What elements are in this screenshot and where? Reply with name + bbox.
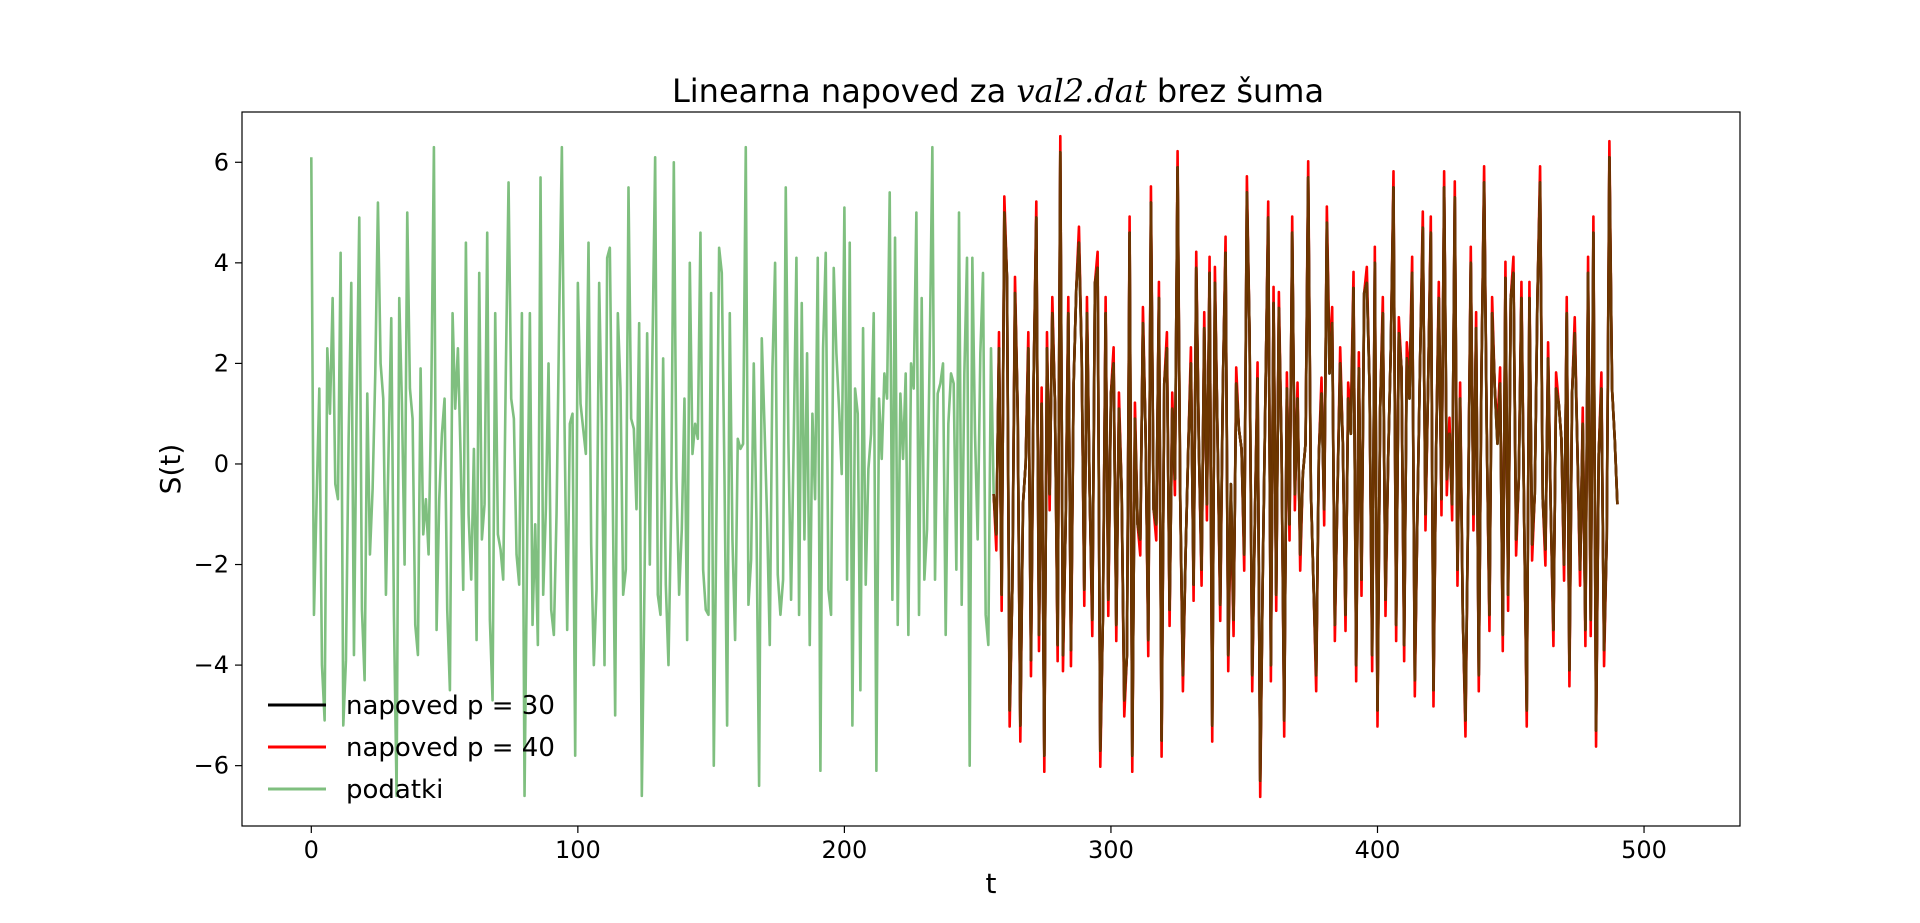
x-tick-label: 100 — [555, 836, 601, 864]
x-tick-label: 0 — [304, 836, 319, 864]
y-tick-label: 0 — [214, 450, 229, 478]
legend-label: napoved p = 30 — [346, 691, 555, 721]
series-overlap-line — [992, 150, 1619, 783]
legend-label: napoved p = 40 — [346, 733, 555, 763]
x-axis: 0 100 200 300 400 500 — [304, 826, 1667, 864]
legend-label: podatki — [346, 775, 443, 805]
title-math: val2.dat — [1016, 72, 1146, 110]
title-suffix: brez šuma — [1147, 72, 1324, 110]
x-tick-label: 300 — [1088, 836, 1134, 864]
x-tick-label: 400 — [1355, 836, 1401, 864]
y-tick-label: −6 — [194, 752, 229, 780]
y-tick-label: 6 — [214, 148, 229, 176]
y-axis: 6 4 2 0 −2 −4 −6 — [194, 148, 242, 780]
y-tick-label: −4 — [194, 651, 229, 679]
y-tick-label: 4 — [214, 249, 229, 277]
x-axis-label: t — [986, 867, 997, 900]
legend: napoved p = 30 napoved p = 40 podatki — [268, 691, 555, 805]
x-tick-label: 500 — [1621, 836, 1667, 864]
title-prefix: Linearna napoved za — [672, 72, 1016, 110]
y-tick-label: −2 — [194, 551, 229, 579]
x-tick-label: 200 — [821, 836, 867, 864]
y-tick-label: 2 — [214, 349, 229, 377]
series-layer — [310, 134, 1619, 799]
y-axis-label: S(t) — [154, 444, 187, 495]
plot-frame — [241, 111, 1741, 827]
chart-title: Linearna napoved za val2.dat brez šuma — [672, 72, 1324, 110]
